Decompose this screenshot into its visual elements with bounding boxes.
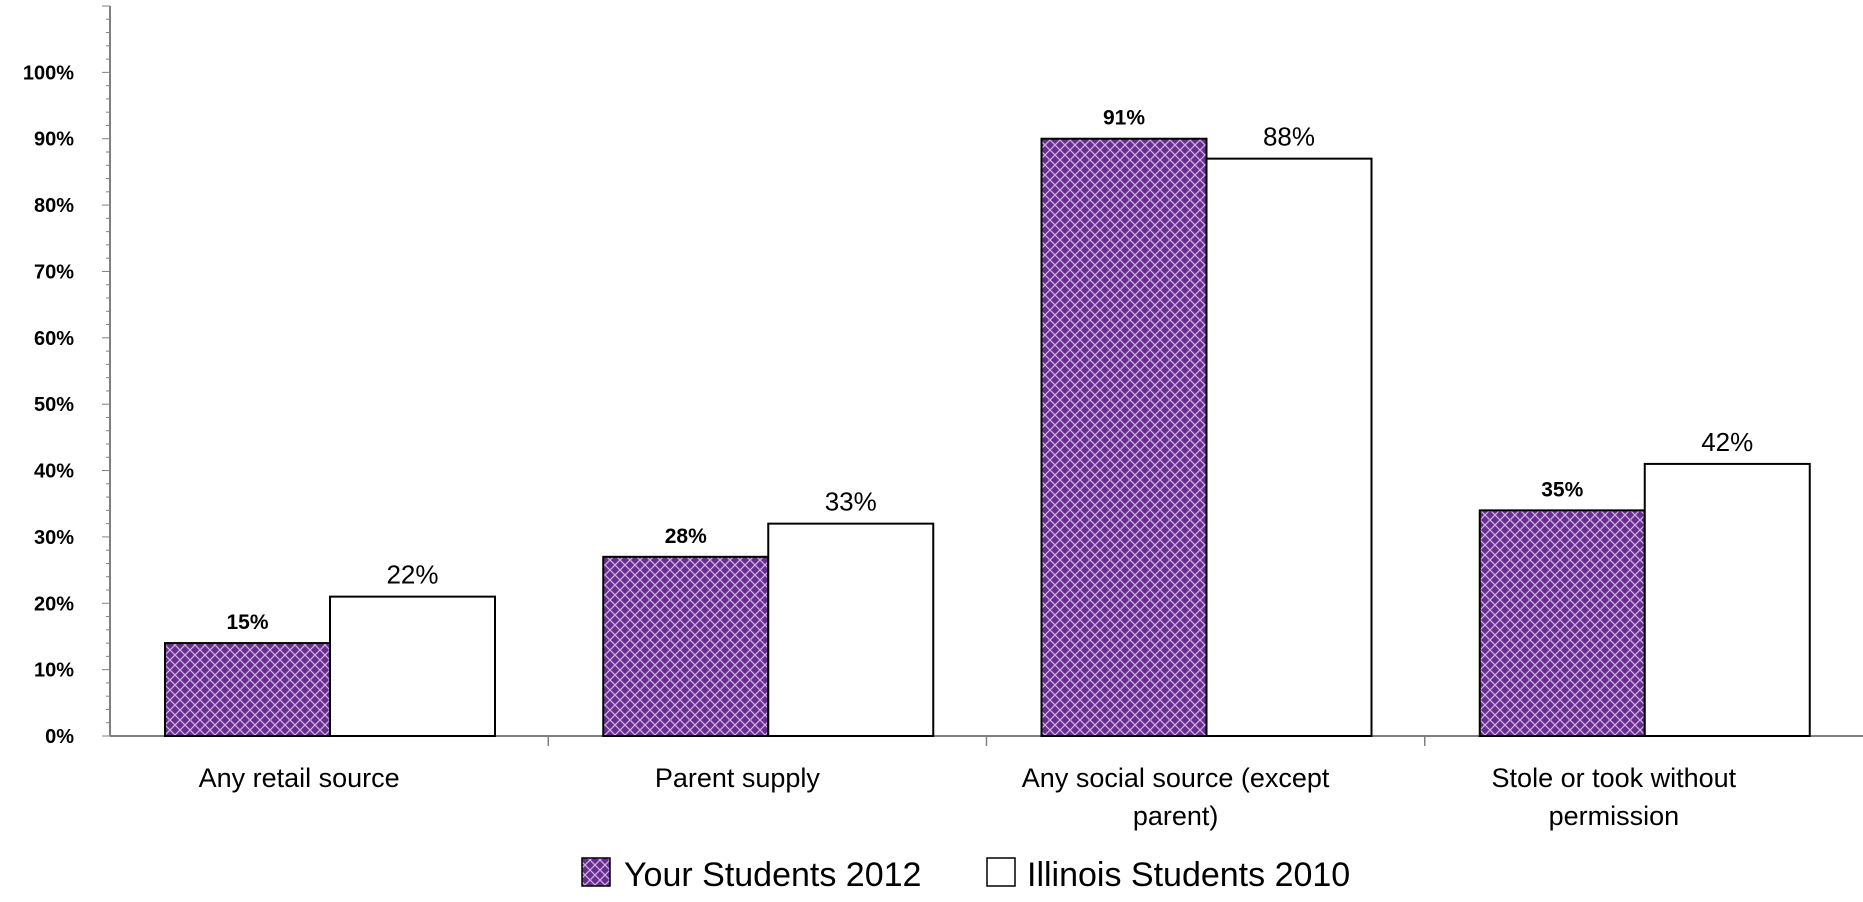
x-axis: Any retail source Parent supply Any social… — [110, 735, 1863, 831]
x-category-label: Parent supply — [655, 763, 821, 793]
legend-swatch-your-students-2012 — [581, 857, 611, 887]
legend-label-illinois-students-2010: Illinois Students 2010 — [1027, 856, 1350, 894]
bar-illinois-students-2010 — [767, 522, 935, 737]
x-category-label: Any social source (except parent) — [1022, 763, 1330, 831]
data-label: 42% — [1701, 427, 1753, 457]
bar-your-students-2012 — [1478, 509, 1646, 738]
x-category-label: Stole or took without permission — [1492, 763, 1737, 831]
bar-your-students-2012 — [164, 642, 331, 737]
x-category-label-line: Parent supply — [655, 763, 821, 793]
y-tick-label: 70% — [34, 261, 74, 283]
data-label: 33% — [825, 487, 877, 517]
legend: Your Students 2012 Illinois Students 2010 — [581, 856, 1350, 894]
y-tick-label: 60% — [34, 328, 74, 350]
legend-swatch-illinois-students-2010 — [986, 857, 1016, 887]
y-tick-label: 0% — [45, 726, 74, 748]
bars — [164, 137, 1811, 738]
y-tick-label: 80% — [34, 195, 74, 217]
y-tick-label: 90% — [34, 129, 74, 151]
y-tick-label: 30% — [34, 527, 74, 549]
data-label: 28% — [665, 525, 707, 548]
y-tick-label: 10% — [34, 660, 74, 682]
x-category-label-line: permission — [1549, 801, 1680, 831]
data-label: 15% — [226, 611, 268, 634]
y-tick-label: 100% — [23, 62, 74, 84]
y-axis: 0% 10% 20% 30% 40% 50% 60% 70% 80% 90% 100% — [23, 5, 111, 748]
x-category-label-line: Any retail source — [199, 763, 400, 793]
y-tick-label: 40% — [34, 461, 74, 483]
legend-label-your-students-2012: Your Students 2012 — [624, 856, 921, 894]
y-tick-label: 20% — [34, 593, 74, 615]
data-label: 91% — [1103, 107, 1145, 130]
data-label: 88% — [1263, 122, 1315, 152]
x-category-label-line: Stole or took without — [1492, 763, 1737, 793]
bar-your-students-2012 — [602, 555, 770, 737]
x-category-label-line: Any social source (except — [1022, 763, 1330, 793]
x-category-label: Any retail source — [199, 763, 400, 793]
bar-your-students-2012 — [1040, 137, 1208, 737]
bar-illinois-students-2010 — [329, 595, 496, 737]
data-labels: 15% 28% 91% 35% 22% 33% 88% 42% — [226, 107, 1753, 634]
bar-illinois-students-2010 — [1205, 157, 1373, 738]
data-label: 22% — [386, 560, 438, 590]
bar-illinois-students-2010 — [1643, 462, 1811, 737]
y-tick-label: 50% — [34, 394, 74, 416]
data-label: 35% — [1541, 478, 1583, 501]
x-category-label-line: parent) — [1133, 801, 1219, 831]
